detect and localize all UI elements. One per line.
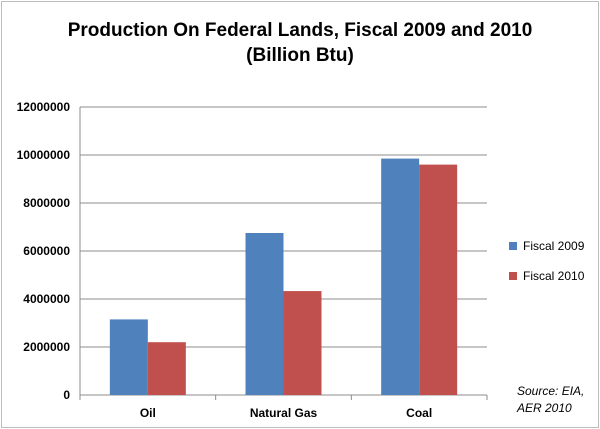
y-tick-label: 6000000 — [23, 244, 70, 258]
legend-swatch-fiscal-2010 — [509, 272, 517, 280]
bar-oil-fiscal-2009 — [109, 319, 148, 395]
x-tick-label: Oil — [140, 406, 156, 420]
source-line-2: AER 2010 — [517, 401, 572, 415]
y-tick-label: 12000000 — [17, 100, 71, 114]
x-tick-label: Coal — [406, 406, 432, 420]
legend: Fiscal 2009 Fiscal 2010 — [509, 238, 584, 298]
bar-coal-fiscal-2009 — [381, 158, 420, 395]
source-line-1: Source: EIA, — [517, 384, 585, 398]
chart-subtitle: (Billion Btu) — [246, 45, 354, 66]
y-tick-label: 8000000 — [23, 196, 70, 210]
y-tick-label: 10000000 — [17, 148, 71, 162]
bar-oil-fiscal-2010 — [147, 342, 186, 395]
bar-natural-gas-fiscal-2009 — [245, 233, 284, 395]
legend-label-fiscal-2009: Fiscal 2009 — [523, 239, 585, 253]
chart-title: Production On Federal Lands, Fiscal 2009… — [67, 20, 533, 41]
legend-item-fiscal-2010: Fiscal 2010 — [509, 268, 584, 284]
legend-swatch-fiscal-2009 — [509, 242, 517, 250]
bar-natural-gas-fiscal-2010 — [283, 291, 322, 395]
legend-label-fiscal-2010: Fiscal 2010 — [523, 269, 585, 283]
legend-item-fiscal-2009: Fiscal 2009 — [509, 238, 584, 254]
y-tick-label: 4000000 — [23, 292, 70, 306]
bar-coal-fiscal-2010 — [419, 164, 458, 395]
source-note: Source: EIA, AER 2010 — [517, 383, 584, 417]
y-tick-label: 0 — [63, 388, 70, 402]
x-tick-label: Natural Gas — [250, 406, 318, 420]
y-tick-label: 2000000 — [23, 340, 70, 354]
